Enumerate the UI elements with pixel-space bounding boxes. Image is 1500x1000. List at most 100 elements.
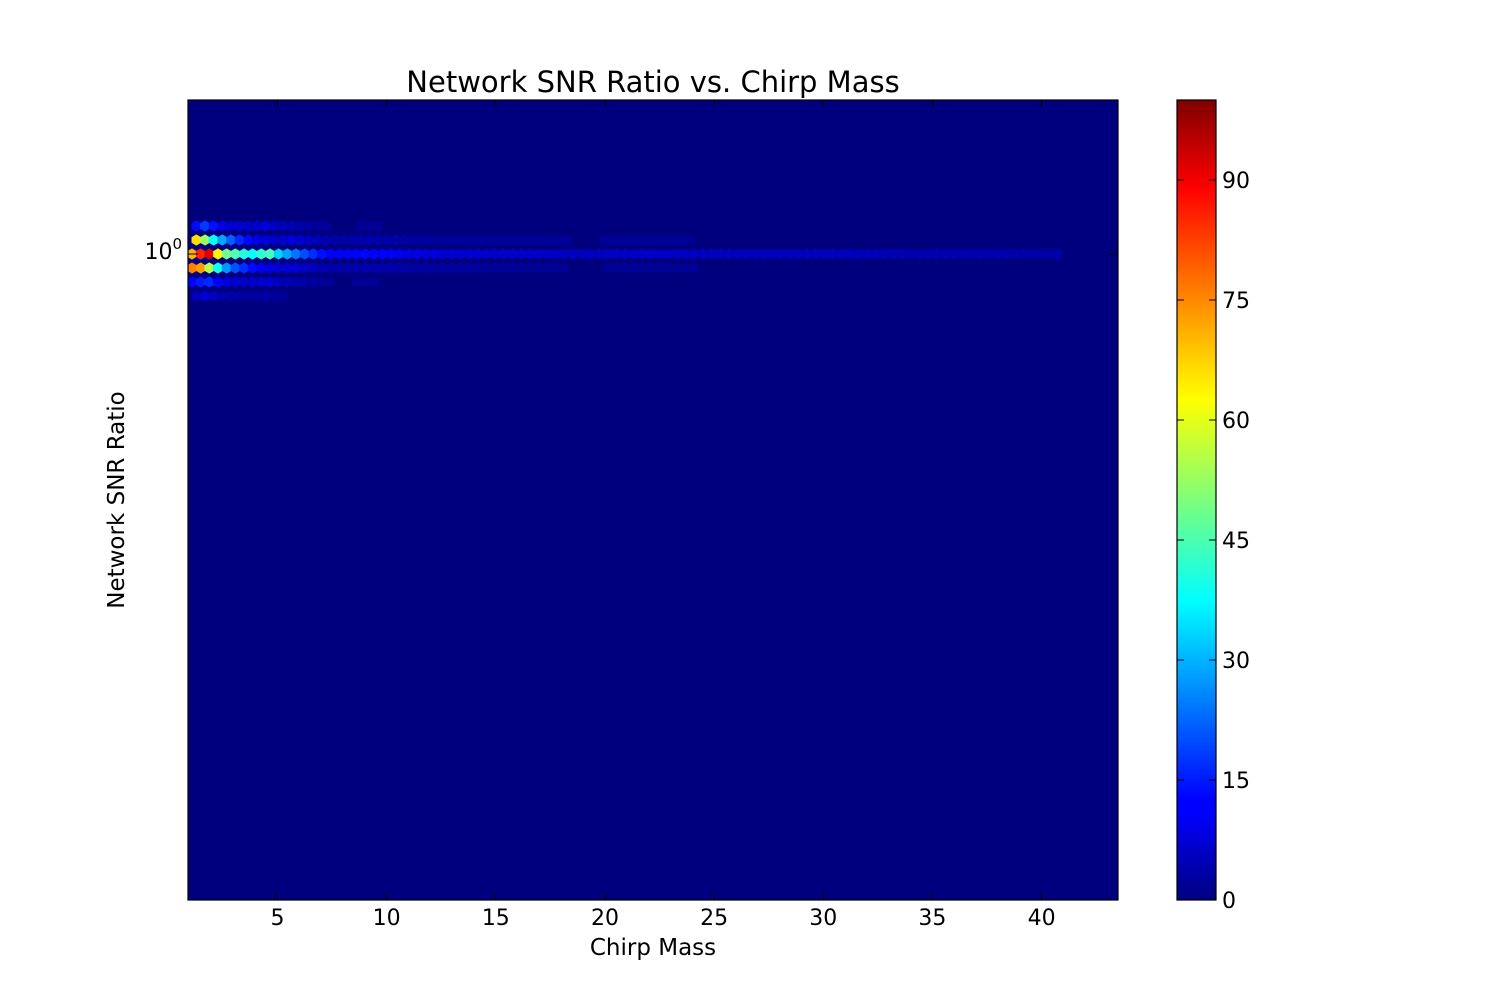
- hexbin-cell: [563, 234, 574, 246]
- hexbin-cell: [208, 234, 219, 246]
- hexbin-cell: [1044, 248, 1055, 260]
- hexbin-cell: [369, 276, 379, 288]
- hexbin-cell: [767, 248, 778, 260]
- hexbin-cell: [412, 248, 422, 260]
- hexbin-cell: [862, 248, 873, 260]
- hexbin-cell: [836, 248, 847, 260]
- hexbin-cell: [659, 234, 669, 246]
- hexbin-cell: [221, 262, 232, 274]
- hexbin-cell: [360, 276, 370, 288]
- hexbin-cell: [676, 234, 687, 246]
- hexbin-cell: [628, 248, 639, 260]
- hexbin-cell: [646, 248, 656, 260]
- plot-area: [188, 100, 1118, 900]
- hexbin-cell: [304, 220, 314, 232]
- hexbin-cell: [607, 234, 617, 246]
- hexbin-cell: [602, 248, 613, 260]
- hexbin-cell: [317, 248, 327, 260]
- hexbin-cell: [507, 248, 518, 260]
- hexbin-cell: [546, 234, 557, 246]
- hexbin-cell: [188, 276, 197, 288]
- hexbin-cell: [343, 248, 353, 260]
- hexbin-cell: [395, 248, 405, 260]
- hexbin-cell: [243, 220, 254, 232]
- hexbin-cell: [477, 234, 487, 246]
- hexbin-cell: [949, 248, 959, 260]
- hexbin-cell: [503, 234, 513, 246]
- hexbin-cell: [278, 290, 288, 302]
- hexbin-cell: [200, 234, 210, 246]
- hexbin-cell: [299, 262, 310, 274]
- hexbin-cell: [299, 248, 310, 260]
- hexbin-cell: [226, 234, 236, 246]
- hexbin-cell: [299, 276, 310, 288]
- hexbin-cell: [408, 234, 418, 246]
- hexbin-cell: [620, 248, 630, 260]
- hexbin-cell: [356, 220, 366, 232]
- hexbin-cell: [966, 248, 977, 260]
- hexbin-cell: [672, 248, 682, 260]
- hexbin-cell: [304, 234, 314, 246]
- hexbin-cell: [243, 234, 254, 246]
- hexbin-cell: [208, 220, 219, 232]
- hexbin-cell: [871, 248, 881, 260]
- hexbin-cell: [204, 248, 215, 260]
- hexbin-cell: [204, 262, 215, 274]
- y-axis-ticks: 100: [144, 235, 1118, 265]
- hexbin-cell: [628, 262, 639, 274]
- hexbin-cell: [269, 290, 280, 302]
- hexbin-cell: [498, 262, 509, 274]
- hexbin-cell: [373, 234, 383, 246]
- hexbin-cell: [213, 248, 223, 260]
- hexbin-cell: [1035, 248, 1046, 260]
- hexbin-cell: [1018, 248, 1029, 260]
- hexbin-cell: [429, 248, 440, 260]
- hexbin-cell: [490, 262, 500, 274]
- hexbin-cell: [550, 262, 561, 274]
- hexbin-cell: [923, 248, 933, 260]
- hexbin-cells: [188, 220, 1063, 302]
- colorbar-tick-label: 30: [1222, 649, 1250, 674]
- hexbin-cell: [698, 248, 708, 260]
- hexbin-cell: [200, 290, 210, 302]
- hexbin-cell: [282, 248, 293, 260]
- hexbin-cell: [438, 262, 448, 274]
- hexbin-cell: [356, 234, 366, 246]
- hexbin-cell: [295, 220, 306, 232]
- hexbin-cell: [321, 234, 332, 246]
- x-tick-label: 40: [1028, 906, 1056, 931]
- hexbin-cell: [312, 234, 323, 246]
- hexbin-cell: [282, 276, 293, 288]
- hexbin-cell: [191, 290, 202, 302]
- hexbin-cell: [472, 262, 483, 274]
- hexbin-cell: [234, 220, 245, 232]
- hexbin-cell: [537, 234, 548, 246]
- hexbin-cell: [247, 248, 258, 260]
- hexbin-cell: [802, 248, 812, 260]
- colorbar-tick-label: 75: [1222, 289, 1250, 314]
- hexbin-cell: [451, 234, 461, 246]
- hexbin-cell: [931, 248, 942, 260]
- hexbin-cell: [256, 262, 267, 274]
- hexbin-cell: [386, 262, 396, 274]
- y-tick-label: 100: [144, 235, 182, 265]
- hexbin-cell: [724, 248, 734, 260]
- hexbin-cell: [559, 248, 570, 260]
- hexbin-cell: [351, 248, 362, 260]
- hexbin-cell: [395, 262, 405, 274]
- hexbin-cell: [312, 220, 323, 232]
- hexbin-cell: [252, 290, 262, 302]
- hexbin-cell: [269, 220, 280, 232]
- hexbin-cell: [611, 248, 622, 260]
- colorbar-gradient: [1176, 99, 1217, 901]
- hexbin-cell: [265, 248, 275, 260]
- hexbin-cell: [741, 248, 752, 260]
- hexbin-cell: [464, 262, 474, 274]
- hexbin-cell: [810, 248, 821, 260]
- hexbin-cell: [403, 248, 414, 260]
- hexbin-cell: [373, 220, 383, 232]
- hexbin-cell: [195, 276, 206, 288]
- hexbin-cell: [715, 248, 726, 260]
- hexbin-cell: [338, 234, 349, 246]
